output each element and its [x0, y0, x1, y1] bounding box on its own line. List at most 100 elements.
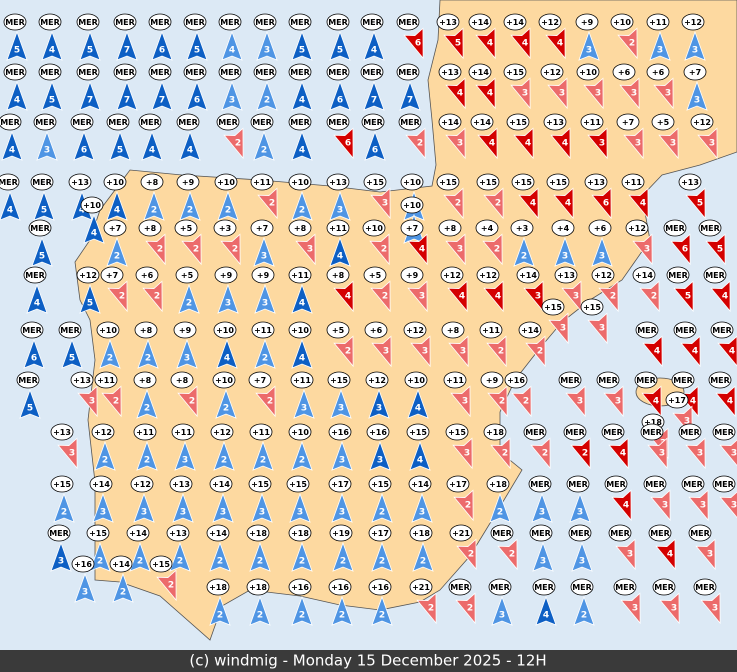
- station-label: MER: [572, 583, 592, 592]
- label-bubble: [253, 63, 277, 81]
- wind-arrow: [116, 30, 138, 61]
- station-label: +15: [583, 303, 601, 312]
- station-label: +3: [219, 224, 231, 233]
- wind-speed: 3: [499, 611, 505, 621]
- label-bubble: [133, 423, 157, 441]
- wind-arrow: [653, 77, 674, 110]
- wind-speed: 4: [543, 611, 549, 621]
- station-label: MER: [492, 529, 512, 538]
- wind-arrow: [371, 492, 393, 523]
- station-label: MER: [362, 68, 382, 77]
- arrow-shape: [587, 312, 608, 345]
- wind-speed: 2: [417, 139, 423, 149]
- arrow-shape: [255, 385, 276, 418]
- wind-arrow: [530, 437, 551, 470]
- station-label: +7: [254, 376, 266, 385]
- label-bubble: [246, 578, 270, 596]
- arrow-shape: [655, 538, 676, 571]
- labels: MER MER MER MER MER MER MER MER MER MER MER MER +13 +…: [0, 13, 736, 596]
- arrow-shape: [632, 233, 653, 266]
- label-bubble: [646, 63, 670, 81]
- station-label: +7: [106, 271, 118, 280]
- arrow-shape: [223, 127, 244, 160]
- wind-speed: 3: [376, 404, 382, 414]
- arrow-shape: [291, 283, 313, 314]
- label-bubble: [328, 578, 352, 596]
- station-label: +18: [249, 583, 267, 592]
- arrow-shape: [445, 127, 466, 160]
- wind-arrow: [255, 385, 276, 418]
- wind-speed: 2: [537, 347, 543, 357]
- station-label: +10: [613, 18, 631, 27]
- station-label: +12: [443, 271, 461, 280]
- label-bubble: [135, 266, 159, 284]
- station-label: +14: [209, 529, 227, 538]
- wind-arrow: [368, 388, 390, 419]
- arrow-shape: [257, 187, 278, 220]
- wind-speed: 3: [707, 550, 713, 560]
- station-label: +15: [330, 376, 348, 385]
- label-bubble: [28, 219, 52, 237]
- arrow-shape: [178, 283, 200, 314]
- label-bubble: [663, 219, 687, 237]
- arrow-shape: [151, 30, 173, 61]
- label-bubble: [710, 321, 734, 339]
- label-bubble: [173, 321, 197, 339]
- station-label: +11: [583, 118, 601, 127]
- wind-arrow: [141, 130, 163, 161]
- arrow-shape: [491, 595, 513, 626]
- wind-arrow: [523, 280, 544, 313]
- station-label: +11: [482, 326, 500, 335]
- wind-arrow: [156, 569, 177, 602]
- label-bubble: [510, 219, 534, 237]
- wind-arrow: [491, 595, 513, 626]
- label-bubble: [404, 371, 428, 389]
- station-label: +14: [635, 271, 653, 280]
- wind-speed: 3: [577, 508, 583, 518]
- station-label: +12: [628, 224, 646, 233]
- arrow-shape: [497, 538, 518, 571]
- wind-arrow: [371, 335, 392, 368]
- arrow-shape: [561, 280, 582, 313]
- wind-speed: 4: [457, 89, 463, 99]
- wind-arrow: [291, 595, 313, 626]
- label-bubble: [621, 173, 645, 191]
- wind-arrow: [673, 280, 694, 313]
- label-bubble: [248, 475, 272, 493]
- wind-speed: 3: [712, 604, 718, 614]
- station-label: +7: [622, 118, 634, 127]
- arrow-shape: [133, 492, 155, 523]
- wind-arrow: [220, 233, 241, 266]
- label-bubble: [166, 524, 190, 542]
- wind-speed: 3: [731, 501, 737, 511]
- wind-arrow: [410, 335, 431, 368]
- arrow-shape: [251, 492, 273, 523]
- station-label: +5: [181, 271, 194, 280]
- arrow-shape: [137, 338, 159, 369]
- wind-speed: 3: [377, 456, 383, 466]
- wind-speed: 5: [337, 46, 343, 56]
- wind-arrow: [658, 127, 679, 160]
- wind-speed: 3: [595, 89, 601, 99]
- wind-speed: 3: [573, 292, 579, 302]
- label-bubble: [212, 371, 236, 389]
- wind-speed: 2: [582, 449, 588, 459]
- wind-speed: 3: [460, 347, 466, 357]
- arrow-shape: [329, 190, 351, 221]
- arrow-shape: [252, 440, 274, 471]
- wind-speed: 3: [229, 96, 235, 106]
- wind-arrow: [445, 77, 466, 110]
- wind-arrow: [291, 338, 313, 369]
- arrow-shape: [116, 30, 138, 61]
- label-bubble: [71, 555, 95, 573]
- arrow-shape: [598, 280, 619, 313]
- wind-speed: 4: [525, 139, 531, 149]
- station-label: +6: [141, 271, 154, 280]
- wind-speed: 4: [229, 46, 235, 56]
- label-bubble: [712, 475, 736, 493]
- wind-arrow: [53, 492, 75, 523]
- station-label: MER: [115, 68, 135, 77]
- arrow-shape: [151, 80, 173, 111]
- station-label: +21: [452, 529, 470, 538]
- wind-arrow: [719, 437, 737, 470]
